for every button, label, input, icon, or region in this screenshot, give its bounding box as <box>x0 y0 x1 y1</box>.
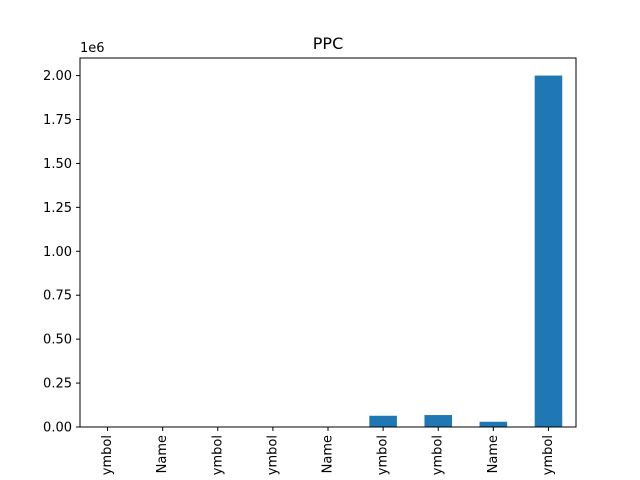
y-axis-offset-label: 1e6 <box>80 41 105 56</box>
x-axis: ymbol Name ymbol ymbol Name ymbol ymbol Name ymb… <box>100 427 556 475</box>
bars-group <box>369 75 563 428</box>
y-tick-label: 0.75 <box>43 289 72 304</box>
bar <box>424 415 452 427</box>
x-tick-label: Name <box>321 435 336 473</box>
y-tick-label: 0.50 <box>43 333 72 348</box>
y-tick-label: 1.25 <box>43 201 72 216</box>
y-axis: 0.00 0.25 0.50 0.75 1.00 1.25 1.50 1.75 2.00 <box>43 69 80 436</box>
y-tick-label: 0.25 <box>43 377 72 392</box>
x-tick-label: ymbol <box>210 435 225 475</box>
plot-frame <box>79 57 577 428</box>
bar <box>369 415 397 427</box>
x-tick-label: Name <box>155 435 170 473</box>
x-tick-label: ymbol <box>100 435 115 475</box>
x-tick-label: Name <box>486 435 501 473</box>
y-tick-label: 2.00 <box>43 69 72 84</box>
y-tick-label: 1.50 <box>43 157 72 172</box>
y-tick-label: 1.00 <box>43 245 72 260</box>
chart-title: PPC <box>313 34 343 53</box>
x-tick-label: ymbol <box>541 435 556 475</box>
x-tick-label: ymbol <box>376 435 391 475</box>
bar <box>534 75 563 428</box>
x-tick-label: ymbol <box>265 435 280 475</box>
x-tick-label: ymbol <box>431 435 446 475</box>
bar <box>479 421 508 427</box>
y-tick-label: 1.75 <box>43 113 72 128</box>
y-tick-label: 0.00 <box>43 421 72 436</box>
